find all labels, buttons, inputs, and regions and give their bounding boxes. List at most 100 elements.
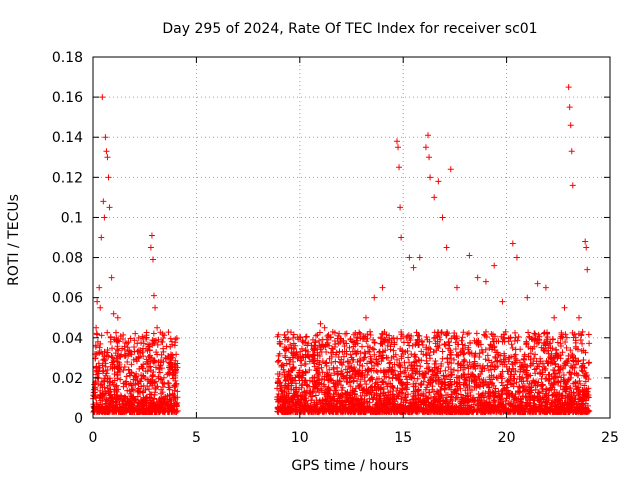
data-point (466, 350, 473, 357)
data-point (488, 366, 495, 373)
data-point (357, 330, 364, 337)
data-point (376, 375, 383, 382)
data-point (471, 378, 478, 385)
data-point (135, 335, 142, 342)
data-point (319, 403, 326, 410)
data-point (536, 408, 543, 415)
data-point (145, 364, 152, 371)
data-point (507, 377, 514, 384)
data-point (340, 375, 347, 382)
data-point (298, 401, 305, 408)
data-point (168, 338, 175, 345)
data-point (165, 329, 172, 336)
data-point (365, 366, 372, 373)
data-point (159, 379, 166, 386)
data-point (113, 329, 120, 336)
data-point (511, 359, 518, 366)
data-point (582, 373, 589, 380)
data-point (452, 346, 459, 353)
data-point (523, 403, 530, 410)
y-tick-label: 0.12 (52, 170, 83, 186)
data-point (492, 385, 499, 392)
data-point (515, 408, 522, 415)
data-point (534, 382, 541, 389)
data-point (540, 330, 547, 337)
data-point (296, 367, 303, 374)
data-point (434, 365, 441, 372)
data-point (461, 364, 468, 371)
data-point (583, 244, 590, 251)
data-point (164, 371, 171, 378)
data-point (488, 330, 495, 337)
data-point (368, 367, 375, 374)
data-point (396, 389, 403, 396)
data-point (496, 393, 503, 400)
data-point (138, 339, 145, 346)
data-point (362, 314, 369, 321)
data-point (426, 345, 433, 352)
data-point (495, 388, 502, 395)
data-point (405, 354, 412, 361)
data-point (364, 390, 371, 397)
data-point (160, 408, 167, 415)
data-point (398, 395, 405, 402)
data-point (121, 364, 128, 371)
data-point (529, 345, 536, 352)
data-point (110, 310, 117, 317)
data-point (328, 377, 335, 384)
data-point (323, 360, 330, 367)
data-point (499, 298, 506, 305)
data-point (377, 340, 384, 347)
data-point (322, 401, 329, 408)
data-point (322, 341, 329, 348)
data-point (138, 396, 145, 403)
data-point (494, 349, 501, 356)
data-point (101, 353, 108, 360)
data-point (417, 363, 424, 370)
data-point (343, 372, 350, 379)
data-point (96, 349, 103, 356)
data-point (99, 94, 106, 101)
data-point (430, 348, 437, 355)
data-point (100, 367, 107, 374)
data-point (422, 405, 429, 412)
data-point (435, 404, 442, 411)
data-point (434, 343, 441, 350)
data-point (351, 391, 358, 398)
data-point (313, 401, 320, 408)
x-axis-label: GPS time / hours (291, 458, 408, 474)
data-point (482, 356, 489, 363)
data-point (344, 369, 351, 376)
data-point (165, 353, 172, 360)
data-point (579, 404, 586, 411)
data-point (478, 396, 485, 403)
data-point (583, 407, 590, 414)
x-tick-label: 25 (601, 430, 619, 446)
data-point (94, 374, 101, 381)
data-point (450, 366, 457, 373)
data-point (306, 367, 313, 374)
data-point (404, 333, 411, 340)
data-point (493, 374, 500, 381)
data-point (453, 351, 460, 358)
data-point (335, 340, 342, 347)
data-point (337, 392, 344, 399)
data-point (292, 342, 299, 349)
data-point (295, 354, 302, 361)
data-point (143, 405, 150, 412)
data-point (525, 344, 532, 351)
data-point (359, 343, 366, 350)
data-point (159, 403, 166, 410)
data-point (169, 404, 176, 411)
data-point (324, 371, 331, 378)
data-point (330, 364, 337, 371)
data-point (147, 244, 154, 251)
data-point (319, 397, 326, 404)
data-point (301, 361, 308, 368)
data-point (380, 389, 387, 396)
data-point (432, 340, 439, 347)
data-point (389, 391, 396, 398)
data-point (420, 371, 427, 378)
data-point (555, 363, 562, 370)
